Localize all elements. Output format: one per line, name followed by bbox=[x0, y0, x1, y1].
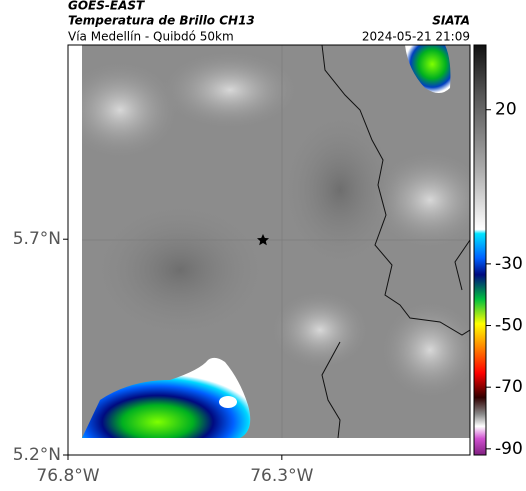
source: GOES-EAST bbox=[68, 0, 145, 13]
colorbar-tick-label: -30 bbox=[495, 254, 523, 274]
location-marker bbox=[257, 234, 269, 246]
colorbar-tick-label: -90 bbox=[495, 439, 523, 459]
colorbar-tick-label: 20 bbox=[495, 100, 517, 120]
product: Temperatura de Brillo CH13 bbox=[68, 14, 255, 28]
region: Vía Medellín - Quibdó 50km bbox=[68, 30, 234, 44]
map-frame bbox=[67, 44, 471, 456]
colorbar-tick-label: -50 bbox=[495, 316, 523, 336]
x-tick-label: 76.8°W bbox=[36, 466, 99, 486]
y-tick-label: 5.2°N bbox=[13, 445, 61, 465]
colorbar bbox=[473, 44, 487, 456]
timestamp: 2024-05-21 21:09 bbox=[362, 30, 470, 44]
y-tick-label: 5.7°N bbox=[13, 229, 61, 249]
organization: SIATA bbox=[432, 14, 470, 28]
satellite-image bbox=[82, 45, 470, 438]
x-tick-label: 76.3°W bbox=[250, 466, 313, 486]
colorbar-tick-label: -70 bbox=[495, 377, 523, 397]
